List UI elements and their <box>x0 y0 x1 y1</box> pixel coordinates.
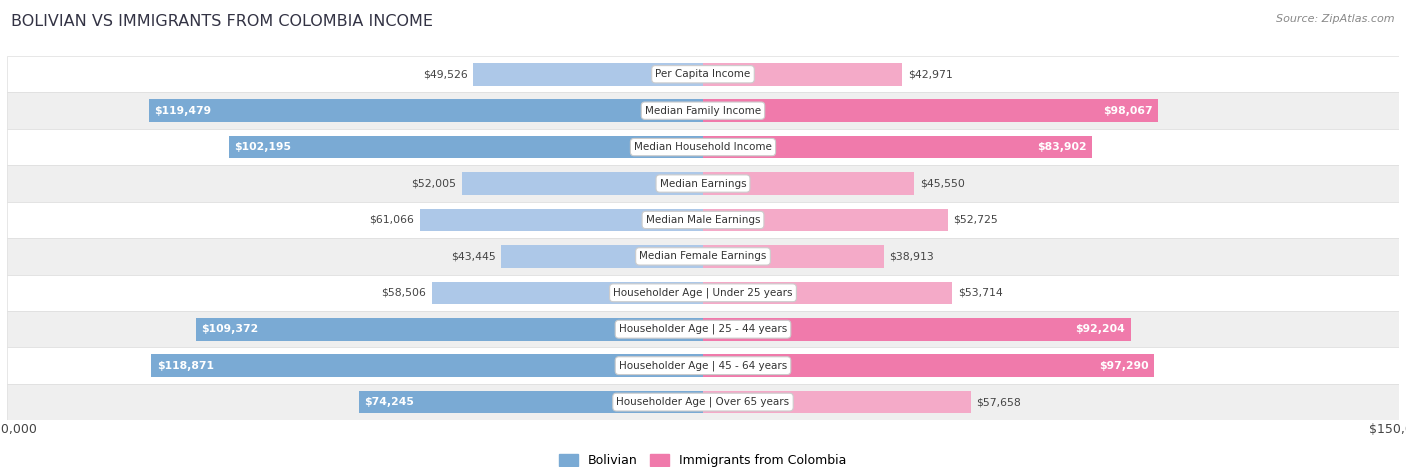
Text: $102,195: $102,195 <box>235 142 291 152</box>
Bar <box>7 238 1399 275</box>
Bar <box>359 391 703 413</box>
Text: Median Household Income: Median Household Income <box>634 142 772 152</box>
Bar <box>703 172 914 195</box>
Bar <box>7 165 1399 202</box>
Bar <box>195 318 703 340</box>
Bar <box>7 202 1399 238</box>
Text: $118,871: $118,871 <box>157 361 214 371</box>
Text: Median Family Income: Median Family Income <box>645 106 761 116</box>
Bar <box>7 56 1399 92</box>
Text: Per Capita Income: Per Capita Income <box>655 69 751 79</box>
Text: $52,725: $52,725 <box>953 215 998 225</box>
Text: $52,005: $52,005 <box>411 178 456 189</box>
Text: BOLIVIAN VS IMMIGRANTS FROM COLOMBIA INCOME: BOLIVIAN VS IMMIGRANTS FROM COLOMBIA INC… <box>11 14 433 29</box>
Bar <box>7 129 1399 165</box>
Text: $43,445: $43,445 <box>451 251 496 262</box>
Text: Householder Age | Over 65 years: Householder Age | Over 65 years <box>616 397 790 407</box>
Bar <box>502 245 703 268</box>
Text: $53,714: $53,714 <box>957 288 1002 298</box>
Bar <box>703 245 883 268</box>
Text: $97,290: $97,290 <box>1099 361 1149 371</box>
Text: $58,506: $58,506 <box>381 288 426 298</box>
Bar <box>703 99 1159 122</box>
Text: Householder Age | Under 25 years: Householder Age | Under 25 years <box>613 288 793 298</box>
Text: $83,902: $83,902 <box>1038 142 1087 152</box>
Bar <box>7 311 1399 347</box>
Text: Median Male Earnings: Median Male Earnings <box>645 215 761 225</box>
Text: $98,067: $98,067 <box>1102 106 1153 116</box>
Bar <box>703 63 903 85</box>
Bar <box>432 282 703 304</box>
Bar <box>7 92 1399 129</box>
Text: $109,372: $109,372 <box>201 324 259 334</box>
Text: Householder Age | 45 - 64 years: Householder Age | 45 - 64 years <box>619 361 787 371</box>
Text: $38,913: $38,913 <box>889 251 934 262</box>
Text: $92,204: $92,204 <box>1076 324 1125 334</box>
Bar <box>703 136 1092 158</box>
Bar <box>461 172 703 195</box>
Legend: Bolivian, Immigrants from Colombia: Bolivian, Immigrants from Colombia <box>554 449 852 467</box>
Text: $49,526: $49,526 <box>423 69 468 79</box>
Text: $45,550: $45,550 <box>920 178 965 189</box>
Text: Householder Age | 25 - 44 years: Householder Age | 25 - 44 years <box>619 324 787 334</box>
Bar <box>229 136 703 158</box>
Bar <box>703 282 952 304</box>
Text: Median Female Earnings: Median Female Earnings <box>640 251 766 262</box>
Bar <box>152 354 703 377</box>
Bar <box>149 99 703 122</box>
Text: $74,245: $74,245 <box>364 397 413 407</box>
Bar <box>7 347 1399 384</box>
Text: $42,971: $42,971 <box>908 69 953 79</box>
Bar <box>703 318 1130 340</box>
Bar <box>703 354 1154 377</box>
Text: $61,066: $61,066 <box>370 215 415 225</box>
Text: Source: ZipAtlas.com: Source: ZipAtlas.com <box>1277 14 1395 24</box>
Bar <box>7 275 1399 311</box>
Text: $57,658: $57,658 <box>976 397 1021 407</box>
Bar <box>419 209 703 231</box>
Text: Median Earnings: Median Earnings <box>659 178 747 189</box>
Text: $119,479: $119,479 <box>155 106 211 116</box>
Bar <box>7 384 1399 420</box>
Bar <box>703 209 948 231</box>
Bar <box>474 63 703 85</box>
Bar <box>703 391 970 413</box>
